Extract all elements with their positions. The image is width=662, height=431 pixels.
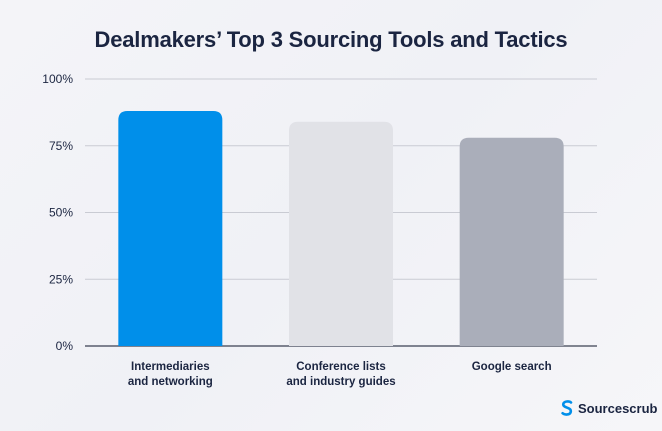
brand-logo: Sourcescrub	[561, 400, 657, 416]
y-tick-label: 25%	[49, 272, 73, 286]
x-category-label: Google search	[472, 361, 552, 373]
brand-name: Sourcescrub	[578, 400, 658, 416]
y-tick-label: 50%	[49, 206, 73, 220]
x-axis-labels: Intermediaries and networking Conference l…	[128, 361, 552, 388]
bar	[289, 121, 393, 346]
y-tick-label: 0%	[56, 339, 74, 353]
bars	[118, 111, 564, 346]
y-tick-label: 75%	[49, 139, 73, 153]
chart-title: Dealmakers’ Top 3 Sourcing Tools and Tac…	[94, 27, 568, 52]
x-category-label: Intermediaries and networking	[128, 361, 213, 388]
y-tick-label: 100%	[42, 72, 73, 86]
y-axis-ticks: 0% 25% 50% 75% 100%	[42, 72, 73, 353]
x-category-label: Conference lists and industry guides	[286, 361, 395, 388]
sourcescrub-logo-icon	[561, 400, 573, 416]
bar	[459, 137, 564, 346]
bar	[118, 111, 223, 346]
